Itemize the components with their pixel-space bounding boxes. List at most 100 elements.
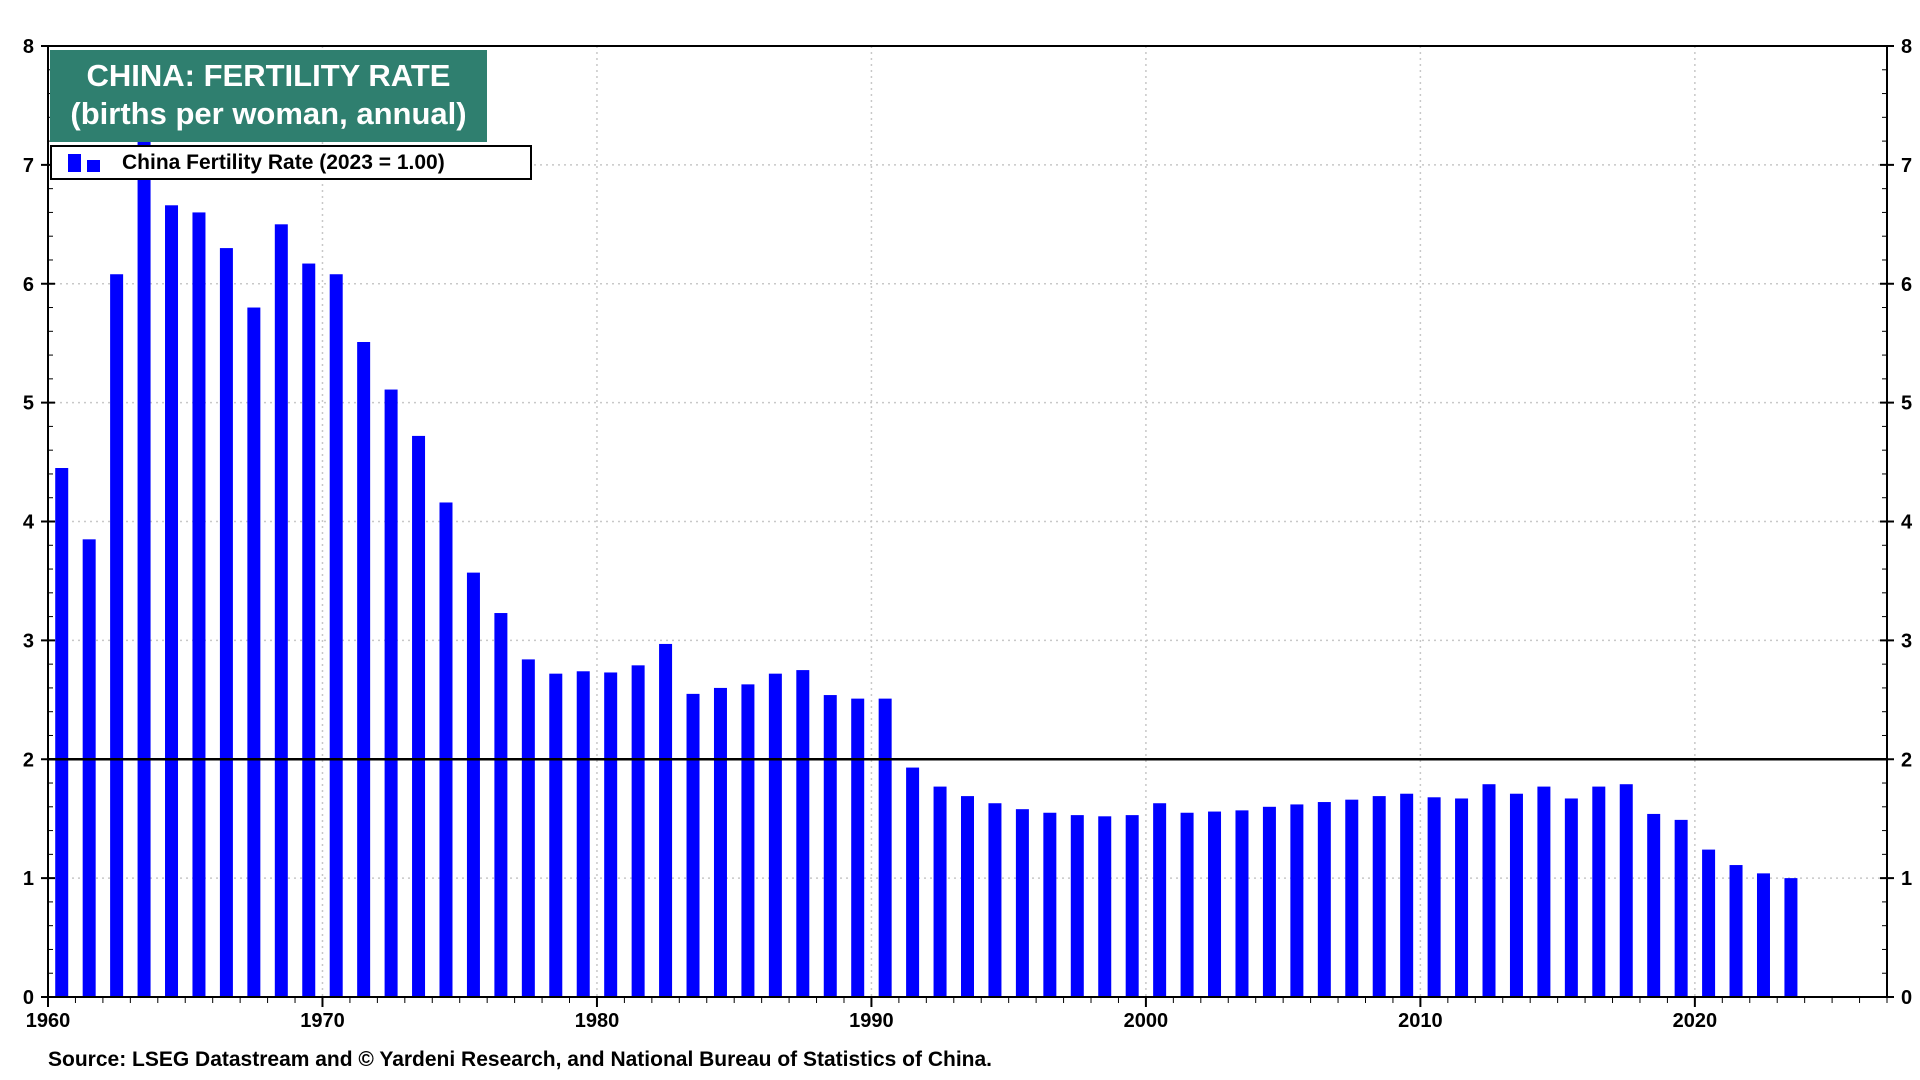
y-tick-label: 4 [23, 512, 35, 534]
bar [384, 389, 398, 998]
y-tick-label: 2 [23, 749, 34, 771]
x-tick-label: 1980 [575, 1010, 620, 1032]
bar [1482, 784, 1496, 997]
legend: China Fertility Rate (2023 = 1.00) [50, 145, 532, 180]
bar [1098, 816, 1112, 997]
bar [796, 670, 810, 997]
bar [1372, 796, 1386, 997]
bar [137, 141, 151, 998]
bar [1043, 812, 1057, 997]
bar [494, 613, 508, 997]
bar [659, 643, 673, 997]
bar [1208, 811, 1222, 997]
bar [988, 803, 1002, 997]
bar [1509, 793, 1523, 997]
bar [961, 796, 974, 997]
bar [165, 205, 179, 998]
bar [1015, 809, 1029, 997]
chart-title: CHINA: FERTILITY RATE [86, 58, 451, 93]
bar [576, 671, 590, 997]
bar [1784, 878, 1798, 997]
y-tick-label: 8 [23, 36, 34, 58]
bar [1400, 793, 1414, 997]
bar [1317, 802, 1331, 997]
y-tick-label: 7 [23, 155, 34, 177]
bar [1153, 803, 1167, 997]
x-tick-label: 1970 [300, 1010, 345, 1032]
bar [906, 767, 920, 997]
bar [1537, 786, 1551, 997]
y-tick-label: 3 [23, 630, 34, 652]
bar [1702, 849, 1716, 997]
y-tick-label: 3 [1901, 630, 1912, 652]
y-tick-label: 5 [23, 393, 34, 415]
bar [357, 341, 371, 997]
bar [82, 539, 96, 997]
x-tick-label: 2010 [1398, 1010, 1443, 1032]
bar [55, 468, 69, 998]
bar [1125, 815, 1139, 997]
bar [768, 673, 782, 997]
bar [1647, 813, 1661, 997]
y-tick-label: 2 [1901, 749, 1912, 771]
bar [274, 224, 288, 997]
bar [1427, 797, 1441, 997]
y-tick-label: 1 [23, 868, 34, 890]
chart-title-box: CHINA: FERTILITY RATE (births per woman,… [50, 50, 487, 142]
bar [713, 687, 727, 997]
bar [1729, 865, 1743, 997]
bar [219, 248, 233, 997]
y-tick-label: 8 [1901, 36, 1912, 58]
bar [1070, 815, 1084, 997]
bar [933, 786, 947, 997]
bar [1756, 873, 1770, 997]
bar [329, 274, 343, 997]
bar [521, 659, 535, 997]
bar [878, 698, 892, 997]
bar-series [55, 141, 1798, 998]
bar [1564, 798, 1578, 997]
bar [302, 263, 316, 997]
source-note: Source: LSEG Datastream and © Yardeni Re… [48, 1048, 993, 1071]
bar [192, 212, 206, 998]
bar [466, 572, 480, 997]
y-tick-label: 5 [1901, 393, 1912, 415]
bar [1455, 798, 1469, 997]
y-tick-label: 6 [23, 274, 34, 296]
bar [1290, 804, 1304, 997]
bar [1262, 806, 1276, 997]
bar [439, 502, 453, 997]
y-tick-label: 7 [1901, 155, 1912, 177]
x-tick-label: 2000 [1124, 1010, 1169, 1032]
y-tick-label: 0 [1901, 987, 1912, 1009]
y-tick-label: 4 [1901, 512, 1913, 534]
chart-subtitle: (births per woman, annual) [70, 96, 467, 131]
y-axis-right: 0 1 2 3 4 5 6 7 8 [1880, 36, 1913, 1009]
x-tick-label: 2020 [1673, 1010, 1718, 1032]
legend-bar-icon [68, 153, 100, 172]
legend-label: China Fertility Rate (2023 = 1.00) [122, 150, 445, 174]
bar [1180, 812, 1194, 997]
bar [412, 435, 426, 997]
y-tick-label: 1 [1901, 868, 1912, 890]
bar [247, 307, 261, 997]
bar [1592, 786, 1606, 997]
x-tick-label: 1990 [849, 1010, 894, 1032]
bar [851, 698, 865, 997]
bar [741, 684, 755, 997]
bar [823, 695, 837, 997]
x-tick-label: 1960 [26, 1010, 71, 1032]
y-axis-left: 0 1 2 3 4 5 6 7 8 [23, 36, 55, 1009]
bar [1345, 799, 1359, 997]
bar [631, 665, 645, 997]
bar [1674, 819, 1688, 997]
bar [686, 693, 700, 997]
y-tick-label: 6 [1901, 274, 1912, 296]
bar [549, 673, 563, 997]
x-axis: 1960 1970 1980 1990 2000 2010 2020 [26, 997, 1888, 1032]
bar [604, 672, 618, 997]
y-tick-label: 0 [23, 987, 34, 1009]
bar [1235, 810, 1249, 997]
bar [110, 274, 124, 997]
